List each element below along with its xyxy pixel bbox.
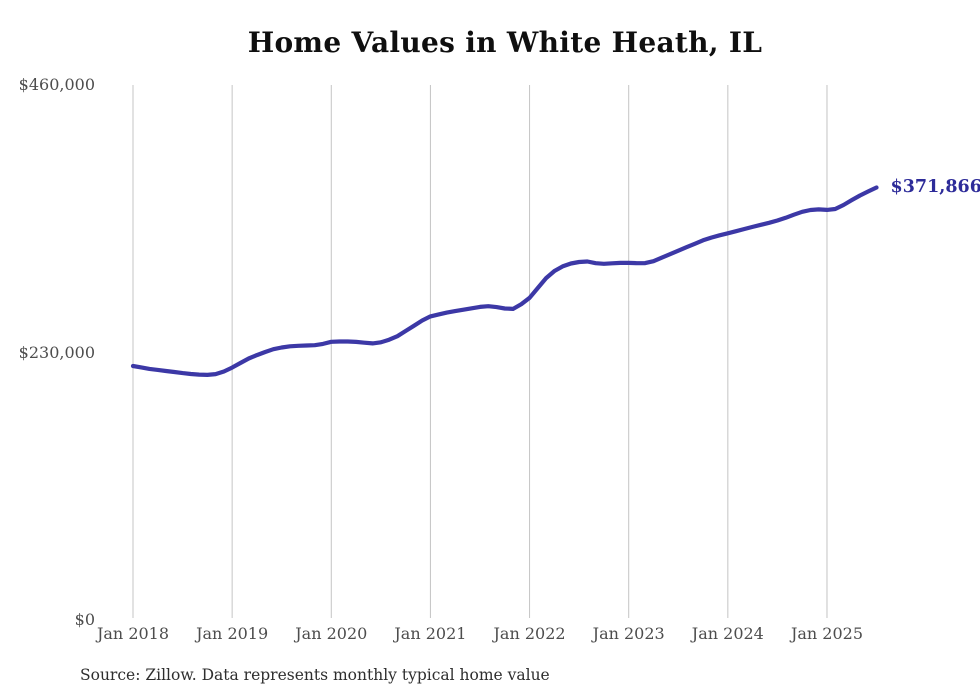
x-tick-label: Jan 2023 [592, 624, 665, 643]
x-tick-label: Jan 2018 [96, 624, 170, 643]
y-tick-label: $230,000 [18, 342, 95, 362]
x-tick-label: Jan 2019 [196, 624, 269, 643]
y-tick-label: $460,000 [18, 75, 95, 94]
latest-value-label: $371,866 [890, 176, 980, 197]
x-tick-label: Jan 2025 [790, 624, 863, 643]
chart-title: Home Values in White Heath, IL [247, 26, 763, 59]
x-tick-label: Jan 2020 [295, 624, 368, 643]
x-tick-label: Jan 2024 [691, 624, 764, 643]
source-note: Source: Zillow. Data represents monthly … [80, 666, 550, 684]
home-value-line [130, 185, 879, 377]
x-tick-label: Jan 2022 [493, 624, 566, 643]
y-tick-label: $0 [74, 610, 95, 629]
x-tick-label: Jan 2021 [394, 624, 467, 643]
